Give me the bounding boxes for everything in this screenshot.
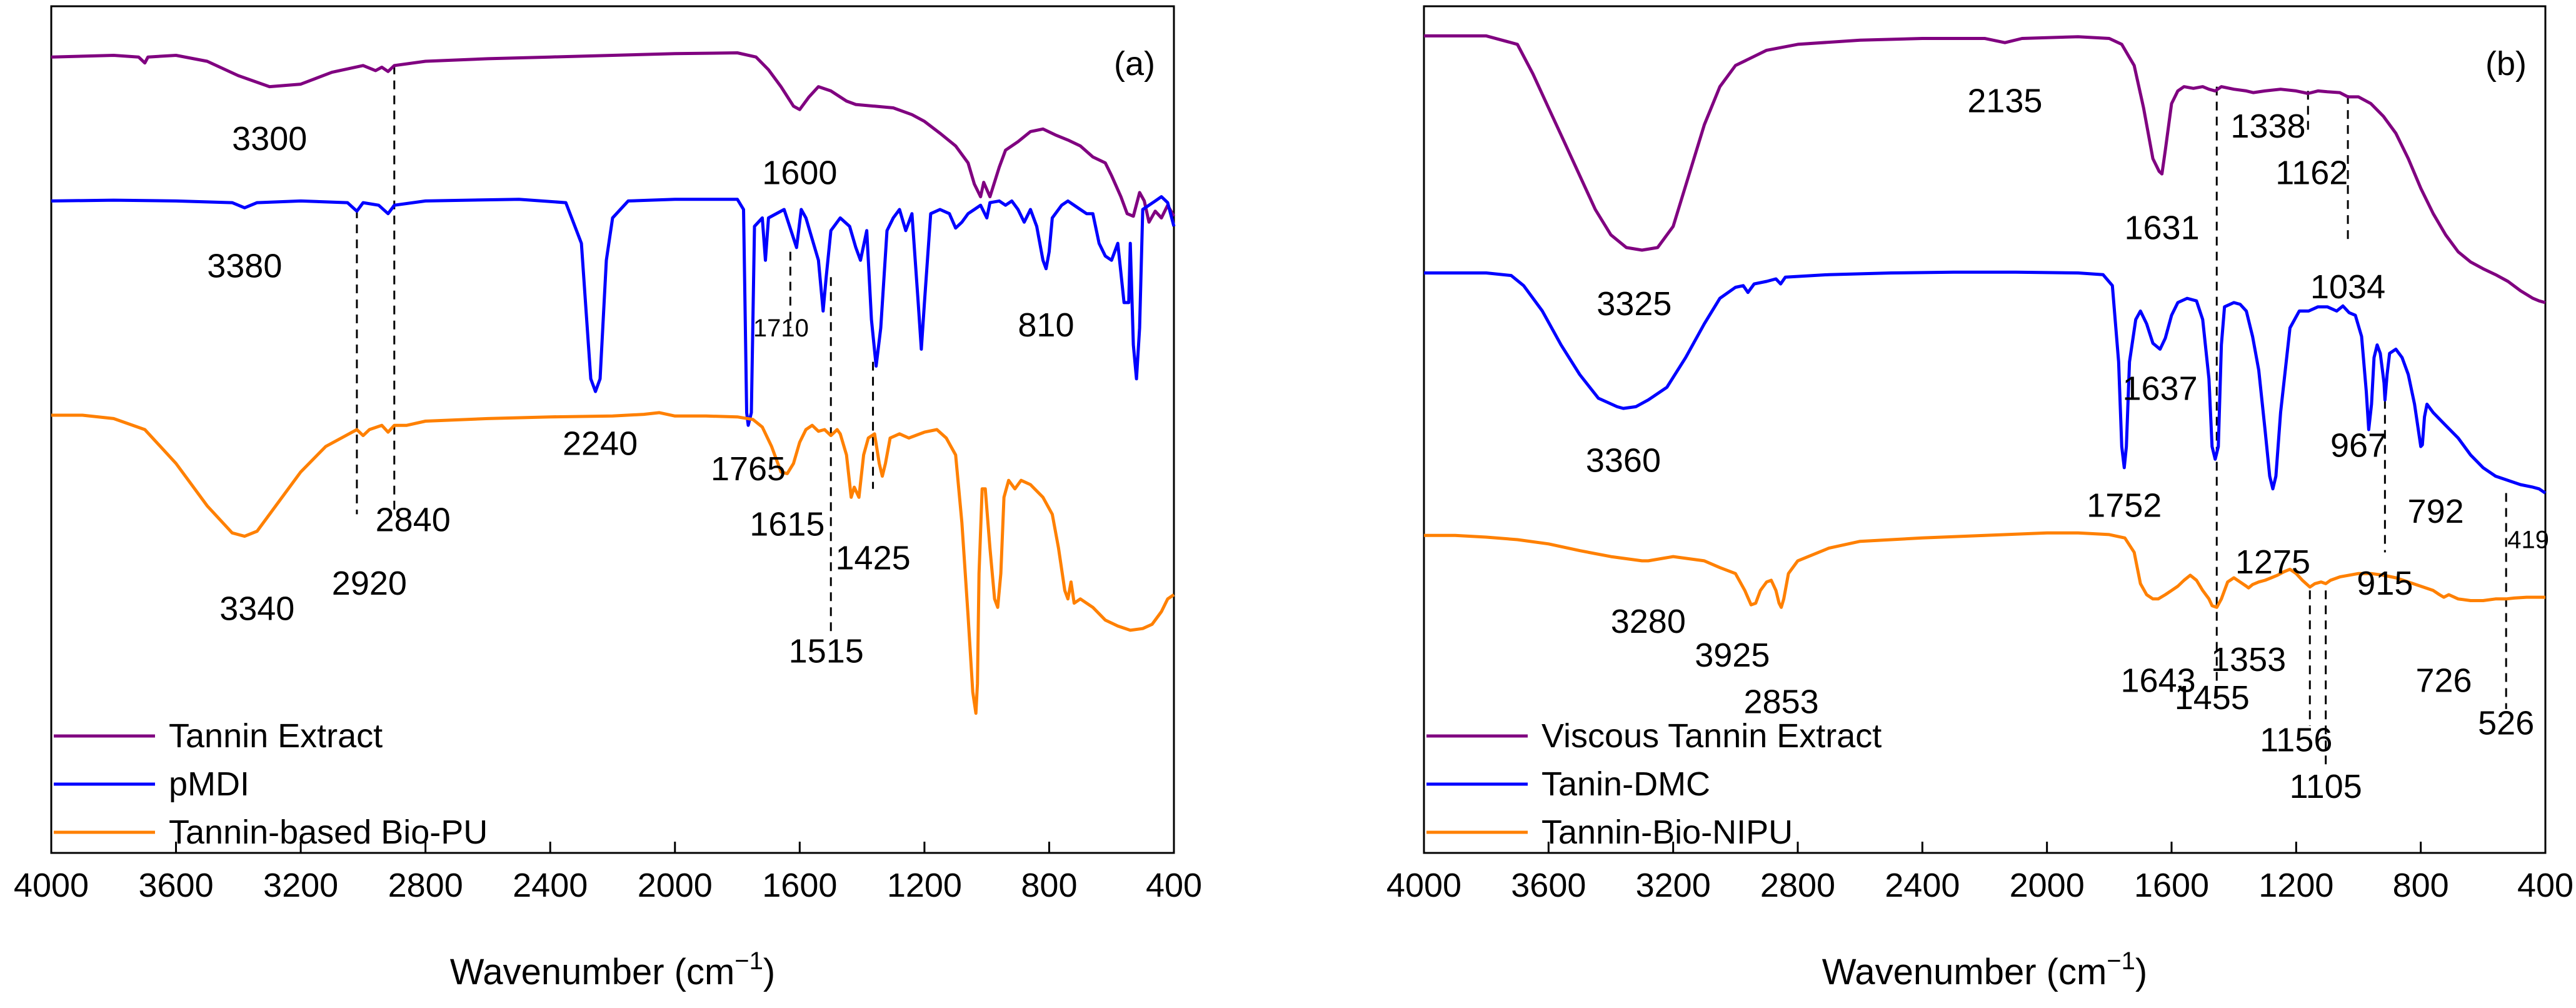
- x-axis-label-sup: −1: [734, 947, 763, 975]
- peak-label: 792: [2408, 493, 2464, 530]
- panel-label: (b): [2485, 45, 2527, 83]
- x-tick-label: 2800: [388, 867, 463, 904]
- x-tick-label: 400: [1146, 867, 1202, 904]
- peak-label: 1275: [2235, 543, 2310, 581]
- peak-label: 419: [2507, 527, 2549, 554]
- x-tick-label: 1200: [887, 867, 962, 904]
- peak-label: 915: [2357, 565, 2413, 602]
- panel-label: (a): [1114, 45, 1155, 83]
- x-tick-label: 2800: [1760, 867, 1835, 904]
- x-axis-label-close: ): [763, 952, 775, 992]
- peak-label: 3280: [1611, 603, 1686, 640]
- peak-label: 1600: [762, 154, 837, 191]
- peak-label: 3325: [1596, 285, 1671, 323]
- x-tick-label: 3600: [138, 867, 213, 904]
- plot-frame: [50, 5, 1175, 854]
- peak-label: 3925: [1695, 637, 1770, 674]
- legend-label: Tanin-DMC: [1541, 765, 1710, 803]
- peak-label: 1338: [2230, 108, 2305, 145]
- series-line-0: [51, 51, 1176, 224]
- peak-label: 1156: [2260, 722, 2332, 759]
- panel-b: 4000 3600 3200 2800 2400 2000 1600 1200 800 400 Wa…: [1386, 5, 2573, 992]
- x-tick-label: 3600: [1511, 867, 1586, 904]
- x-tick-label: 1600: [2134, 867, 2209, 904]
- x-axis-label-sup: −1: [2107, 947, 2135, 975]
- x-axis-label-close: ): [2135, 952, 2147, 992]
- peak-label: 1752: [2087, 486, 2162, 524]
- peak-label: 1615: [749, 505, 824, 543]
- peak-label: 1643: [2121, 662, 2196, 700]
- x-tick-label: 2000: [638, 867, 713, 904]
- x-tick-label: 3200: [263, 867, 338, 904]
- peak-label: 1034: [2310, 268, 2385, 306]
- x-tick-label: 1600: [762, 867, 837, 904]
- series-line-2: [51, 411, 1175, 715]
- peak-label: 1425: [836, 539, 911, 577]
- x-tick-label: 4000: [14, 867, 89, 904]
- x-tick-label: 800: [1021, 867, 1077, 904]
- legend-label: pMDI: [169, 765, 249, 803]
- panel-a: 4000 3600 3200 2800 2400 2000 1600 1200 800 400 Wa…: [14, 5, 1202, 992]
- legend-label: Tannin Extract: [169, 717, 383, 755]
- peak-label: 3360: [1586, 442, 1661, 480]
- peak-label: 3380: [207, 247, 282, 285]
- peak-label: 526: [2478, 704, 2534, 742]
- peak-label: 810: [1018, 306, 1074, 344]
- peak-label: 1631: [2124, 209, 2199, 246]
- series-line-0: [1424, 34, 2546, 305]
- peak-label: 1515: [789, 632, 864, 670]
- x-tick-label: 2000: [2010, 867, 2085, 904]
- x-tick-label: 2400: [1885, 867, 1960, 904]
- x-tick-label: 800: [2393, 867, 2449, 904]
- x-tick-label: 400: [2517, 867, 2573, 904]
- series-line-1: [51, 195, 1176, 427]
- peak-label: 967: [2330, 426, 2387, 464]
- x-axis-label-main: Wavenumber (cm: [450, 952, 735, 992]
- series-line-1: [1424, 270, 2547, 495]
- peak-label: 2920: [332, 565, 407, 602]
- series-line-2: [1424, 531, 2545, 609]
- x-tick-label: 4000: [1386, 867, 1461, 904]
- peak-label: 3340: [219, 590, 294, 628]
- plot-frame: [1423, 5, 2547, 854]
- peak-label: 726: [2415, 662, 2472, 700]
- peak-label: 3300: [232, 120, 307, 158]
- x-tick-label: 2400: [513, 867, 588, 904]
- peak-label: 2840: [376, 501, 451, 538]
- x-tick-label: 1200: [2258, 867, 2333, 904]
- peak-label: 1765: [711, 450, 786, 488]
- legend-label: Tannin-Bio-NIPU: [1541, 814, 1793, 851]
- peak-label: 2853: [1744, 683, 1819, 721]
- legend-label: Viscous Tannin Extract: [1541, 717, 1882, 755]
- x-axis-label: Wavenumber (cm−1): [1822, 947, 2147, 992]
- x-axis-label-main: Wavenumber (cm: [1822, 952, 2107, 992]
- peak-label: 1105: [2290, 768, 2362, 805]
- x-axis-label: Wavenumber (cm−1): [450, 947, 775, 992]
- legend-label: Tannin-based Bio-PU: [169, 814, 488, 851]
- peak-label: 1353: [2211, 641, 2286, 678]
- peak-label: 1637: [2122, 370, 2197, 408]
- x-tick-label: 3200: [1636, 867, 1711, 904]
- peak-label: 1162: [2275, 154, 2348, 191]
- peak-label: 2240: [563, 425, 638, 463]
- peak-label: 1455: [2175, 679, 2250, 717]
- peak-label: 2135: [1967, 82, 2042, 119]
- peak-label: 1710: [753, 315, 809, 342]
